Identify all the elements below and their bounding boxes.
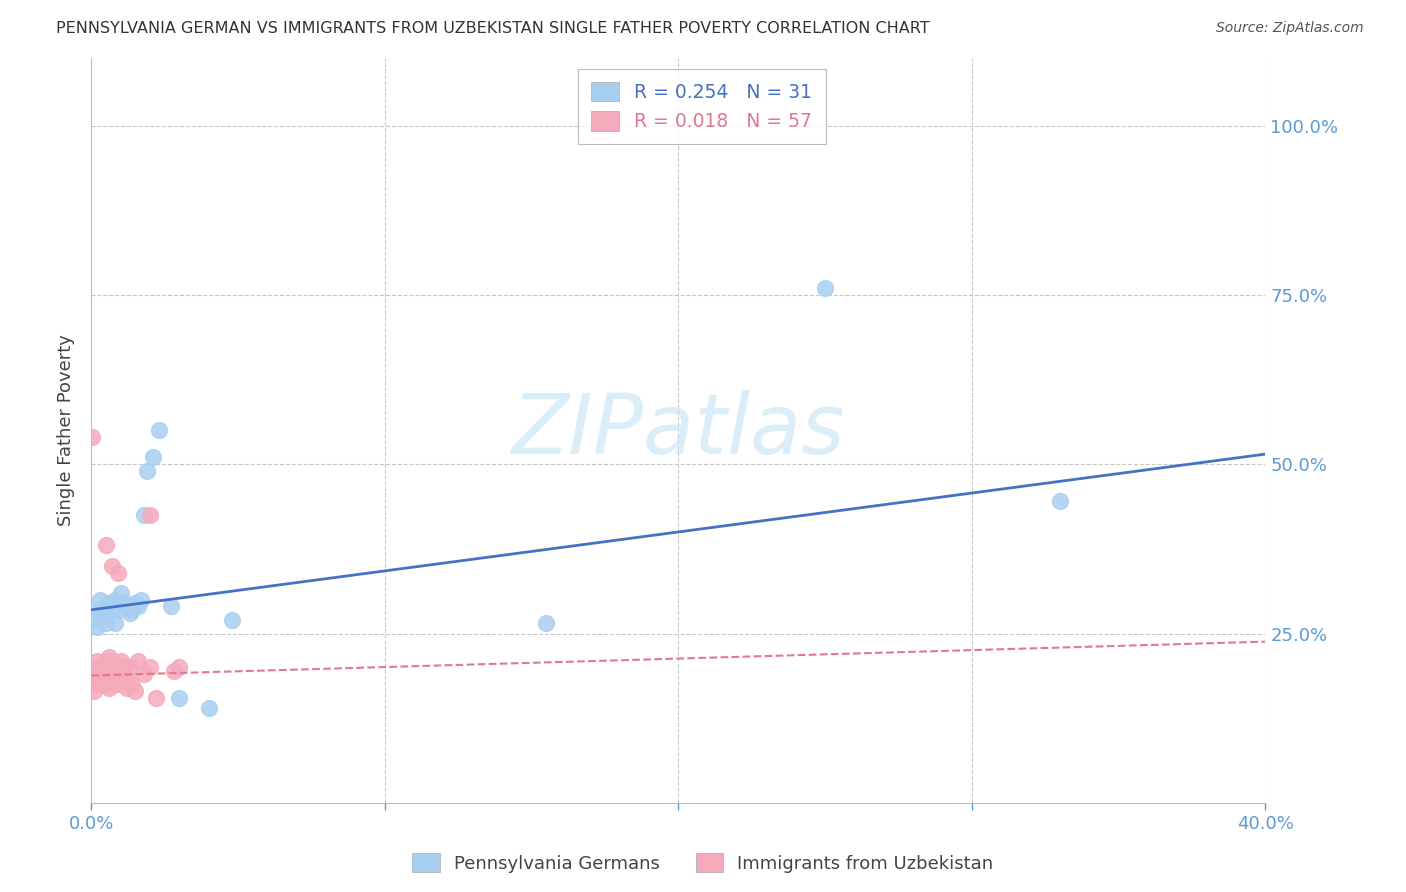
Point: [136, 464, 159, 478]
Point: [115, 671, 138, 685]
Point: [94, 664, 117, 678]
Point: [139, 660, 162, 674]
Point: [107, 664, 129, 678]
Point: [121, 677, 143, 691]
Point: [101, 558, 124, 573]
Point: [145, 690, 167, 705]
Point: [134, 508, 156, 522]
Point: [98, 596, 121, 610]
Point: [89, 667, 111, 681]
Point: [121, 603, 143, 617]
Point: [127, 654, 149, 668]
Point: [127, 599, 149, 614]
Point: [101, 603, 124, 617]
Point: [98, 671, 121, 685]
Point: [142, 450, 165, 465]
Point: [1049, 494, 1071, 508]
Point: [101, 664, 124, 678]
Point: [118, 606, 141, 620]
Point: [94, 539, 117, 553]
Point: [86, 664, 108, 678]
Point: [86, 671, 108, 685]
Point: [112, 660, 135, 674]
Point: [129, 592, 152, 607]
Point: [159, 599, 181, 614]
Point: [162, 664, 184, 678]
Point: [94, 654, 117, 668]
Point: [112, 664, 135, 678]
Point: [169, 690, 191, 705]
Point: [89, 592, 111, 607]
Point: [94, 671, 117, 685]
Point: [83, 660, 105, 674]
Point: [124, 596, 146, 610]
Point: [124, 684, 146, 698]
Point: [104, 677, 127, 691]
Point: [104, 616, 127, 631]
Y-axis label: Single Father Poverty: Single Father Poverty: [58, 334, 76, 526]
Point: [83, 667, 105, 681]
Point: [107, 677, 129, 691]
Point: [112, 596, 135, 610]
Point: [94, 660, 117, 674]
Point: [86, 603, 108, 617]
Point: [91, 660, 114, 674]
Point: [94, 677, 117, 691]
Point: [86, 654, 108, 668]
Point: [104, 592, 127, 607]
Point: [169, 660, 191, 674]
Point: [91, 664, 114, 678]
Point: [91, 657, 114, 671]
Point: [139, 508, 162, 522]
Point: [148, 424, 170, 438]
Text: Source: ZipAtlas.com: Source: ZipAtlas.com: [1216, 21, 1364, 36]
Point: [814, 281, 837, 295]
Point: [83, 684, 105, 698]
Point: [115, 599, 138, 614]
Point: [536, 616, 558, 631]
Point: [98, 681, 121, 695]
Legend: Pennsylvania Germans, Immigrants from Uzbekistan: Pennsylvania Germans, Immigrants from Uz…: [405, 847, 1001, 880]
Point: [107, 566, 129, 580]
Point: [101, 664, 124, 678]
Point: [110, 586, 132, 600]
Point: [91, 677, 114, 691]
Point: [110, 654, 132, 668]
Text: ZIPatlas: ZIPatlas: [512, 390, 845, 471]
Point: [104, 671, 127, 685]
Point: [197, 701, 219, 715]
Point: [94, 603, 117, 617]
Text: PENNSYLVANIA GERMAN VS IMMIGRANTS FROM UZBEKISTAN SINGLE FATHER POVERTY CORRELAT: PENNSYLVANIA GERMAN VS IMMIGRANTS FROM U…: [56, 21, 929, 37]
Point: [110, 660, 132, 674]
Point: [118, 660, 141, 674]
Point: [82, 430, 104, 444]
Point: [86, 673, 108, 688]
Legend: R = 0.254   N = 31, R = 0.018   N = 57: R = 0.254 N = 31, R = 0.018 N = 57: [578, 69, 825, 145]
Point: [101, 654, 124, 668]
Point: [89, 677, 111, 691]
Point: [91, 671, 114, 685]
Point: [101, 671, 124, 685]
Point: [98, 660, 121, 674]
Point: [107, 603, 129, 617]
Point: [83, 677, 105, 691]
Point: [91, 613, 114, 627]
Point: [89, 664, 111, 678]
Point: [115, 681, 138, 695]
Point: [221, 613, 243, 627]
Point: [86, 620, 108, 634]
Point: [98, 650, 121, 665]
Point: [104, 660, 127, 674]
Point: [83, 613, 105, 627]
Point: [89, 671, 111, 685]
Point: [94, 616, 117, 631]
Point: [104, 664, 127, 678]
Point: [89, 660, 111, 674]
Point: [134, 667, 156, 681]
